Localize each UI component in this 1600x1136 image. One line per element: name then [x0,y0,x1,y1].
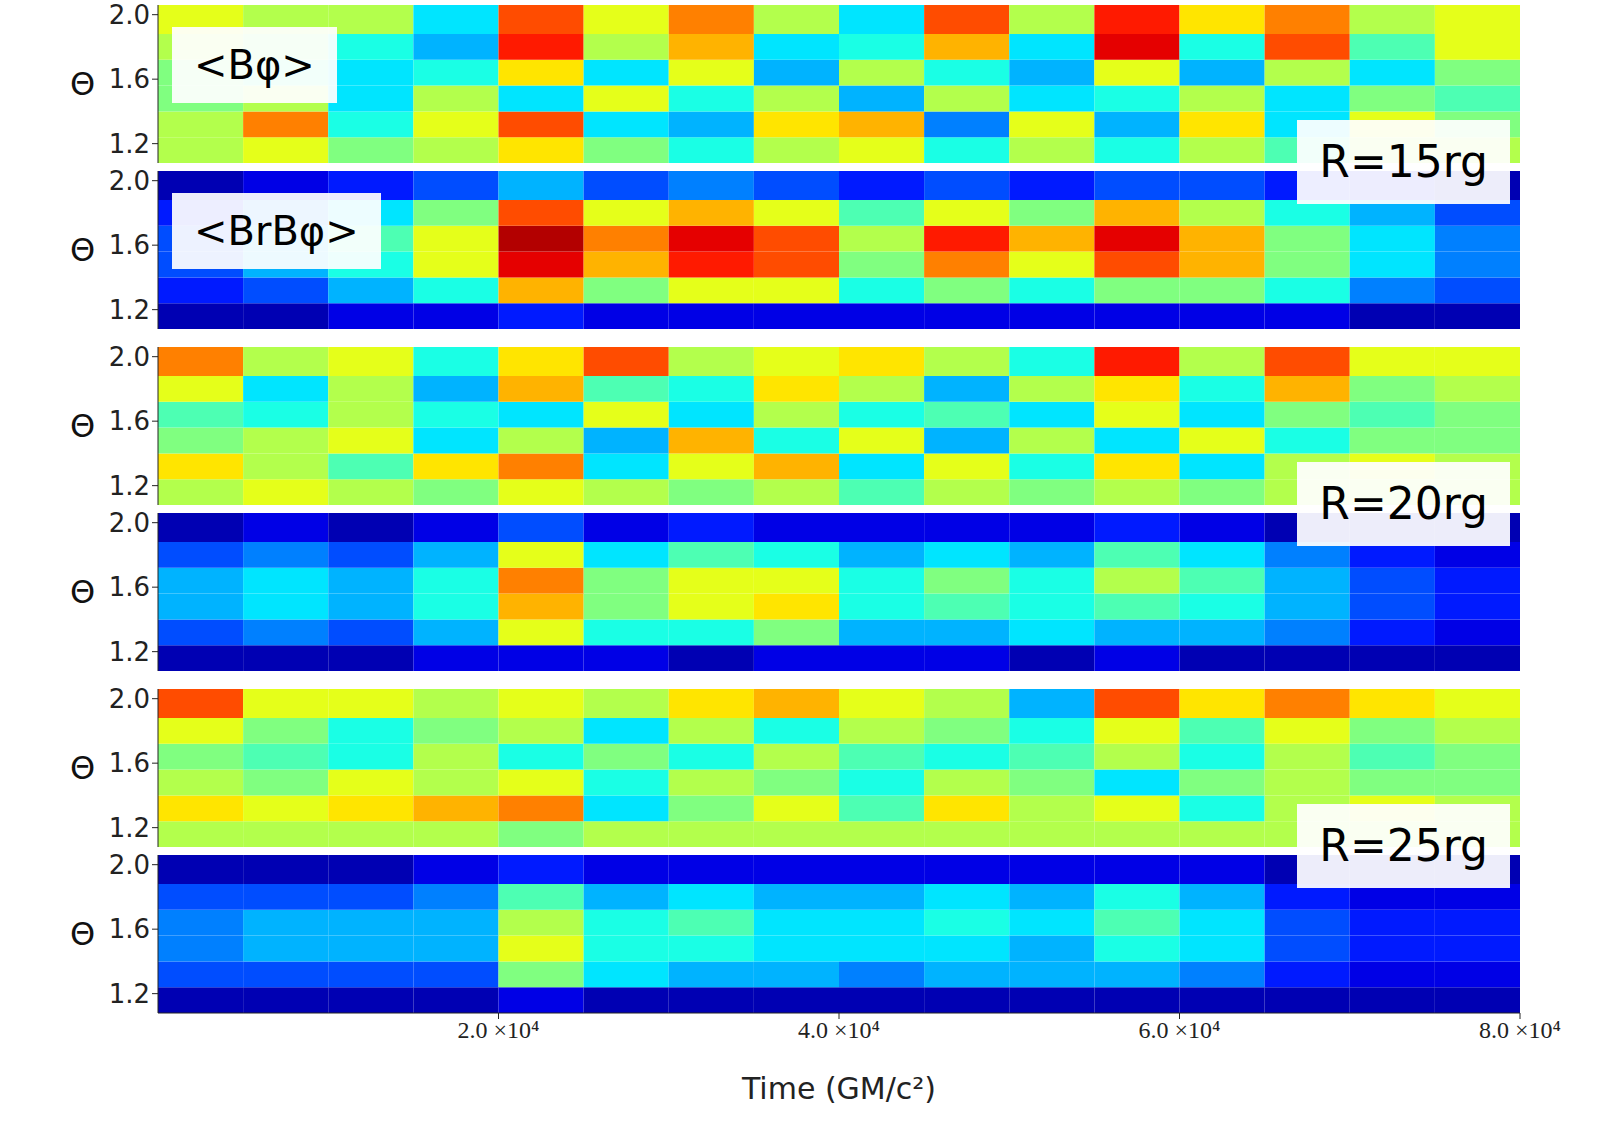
svg-text:1.2: 1.2 [109,129,150,159]
svg-text:1.6: 1.6 [109,572,150,602]
svg-text:4.0 ×10⁴: 4.0 ×10⁴ [798,1017,880,1043]
svg-text:1.2: 1.2 [109,295,150,325]
html-text:<BrBφ>: <BrBφ> [194,208,359,254]
html-text:R=25rg: R=25rg [1319,820,1488,871]
svg-text:1.6: 1.6 [109,748,150,778]
svg-text:1.2: 1.2 [109,979,150,1009]
svg-text:1.6: 1.6 [109,406,150,436]
svg-text:Θ: Θ [70,573,95,611]
svg-text:Θ: Θ [70,407,95,445]
html-text:<Bφ>: <Bφ> [194,42,315,88]
svg-text:1.6: 1.6 [109,914,150,944]
svg-text:Θ: Θ [70,915,95,953]
svg-text:Θ: Θ [70,749,95,787]
svg-text:Θ: Θ [70,231,95,269]
svg-text:2.0 ×10⁴: 2.0 ×10⁴ [458,1017,540,1043]
svg-text:6.0 ×10⁴: 6.0 ×10⁴ [1139,1017,1221,1043]
svg-text:2.0: 2.0 [109,850,150,880]
svg-text:1.2: 1.2 [109,471,150,501]
svg-text:2.0: 2.0 [109,166,150,196]
html-text:R=15rg: R=15rg [1319,136,1488,187]
svg-text:1.6: 1.6 [109,64,150,94]
svg-text:2.0: 2.0 [109,342,150,372]
svg-text:Time (GM/c²): Time (GM/c²) [741,1071,936,1106]
svg-text:Θ: Θ [70,65,95,103]
svg-text:8.0 ×10⁴: 8.0 ×10⁴ [1479,1017,1561,1043]
svg-text:2.0: 2.0 [109,0,150,30]
svg-text:2.0: 2.0 [109,508,150,538]
svg-text:1.2: 1.2 [109,637,150,667]
html-text:R=20rg: R=20rg [1319,478,1488,529]
svg-text:1.2: 1.2 [109,813,150,843]
svg-text:2.0: 2.0 [109,684,150,714]
svg-text:1.6: 1.6 [109,230,150,260]
